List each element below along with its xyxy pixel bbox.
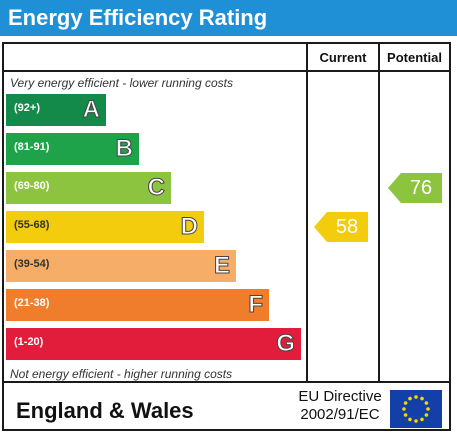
band-letter-g: G <box>276 330 296 358</box>
directive-line-1: EU Directive <box>298 388 382 405</box>
potential-rating-arrow: 76 <box>388 173 442 203</box>
note-inefficient: Not energy efficient - higher running co… <box>10 367 233 381</box>
eu-directive: EU Directive 2002/91/EC <box>294 388 386 424</box>
band-letter-f: F <box>248 291 264 319</box>
band-letter-c: C <box>147 174 165 202</box>
current-rating-arrow: 58 <box>314 212 368 242</box>
band-b: (81-91) B <box>6 133 139 165</box>
footer-rule <box>4 381 449 383</box>
eu-flag-icon <box>390 390 442 428</box>
band-range-a: (92+) <box>14 102 40 114</box>
band-e: (39-54) E <box>6 250 236 282</box>
band-range-f: (21-38) <box>14 297 50 309</box>
rating-frame: Current Potential Very energy efficient … <box>2 42 451 431</box>
potential-arrow-shape <box>388 173 442 203</box>
title-bar: Energy Efficiency Rating <box>0 0 457 36</box>
column-current-heading: Current <box>319 50 367 65</box>
band-range-g: (1-20) <box>14 336 44 348</box>
current-rating-value: 58 <box>335 216 359 238</box>
note-efficient: Very energy efficient - lower running co… <box>10 76 233 90</box>
potential-rating-value: 76 <box>409 177 433 199</box>
band-f: (21-38) F <box>6 289 269 321</box>
band-letter-b: B <box>115 135 133 163</box>
band-range-b: (81-91) <box>14 141 50 153</box>
band-d: (55-68) D <box>6 211 204 243</box>
current-arrow-shape <box>314 212 368 242</box>
directive-line-2: 2002/91/EC <box>300 406 380 423</box>
band-a: (92+) A <box>6 94 106 126</box>
band-c: (69-80) C <box>6 172 171 204</box>
header-rule <box>4 70 449 72</box>
band-g: (1-20) G <box>6 328 301 360</box>
band-range-e: (39-54) <box>14 258 50 270</box>
divider-potential <box>378 44 380 383</box>
band-range-d: (55-68) <box>14 219 50 231</box>
divider-current <box>306 44 308 383</box>
column-potential-heading: Potential <box>387 50 442 65</box>
chart-title: Energy Efficiency Rating <box>8 5 268 30</box>
band-letter-e: E <box>213 252 230 280</box>
band-letter-d: D <box>180 213 198 241</box>
region-label: England & Wales <box>16 398 194 423</box>
band-range-c: (69-80) <box>14 180 50 192</box>
band-letter-a: A <box>82 96 100 124</box>
